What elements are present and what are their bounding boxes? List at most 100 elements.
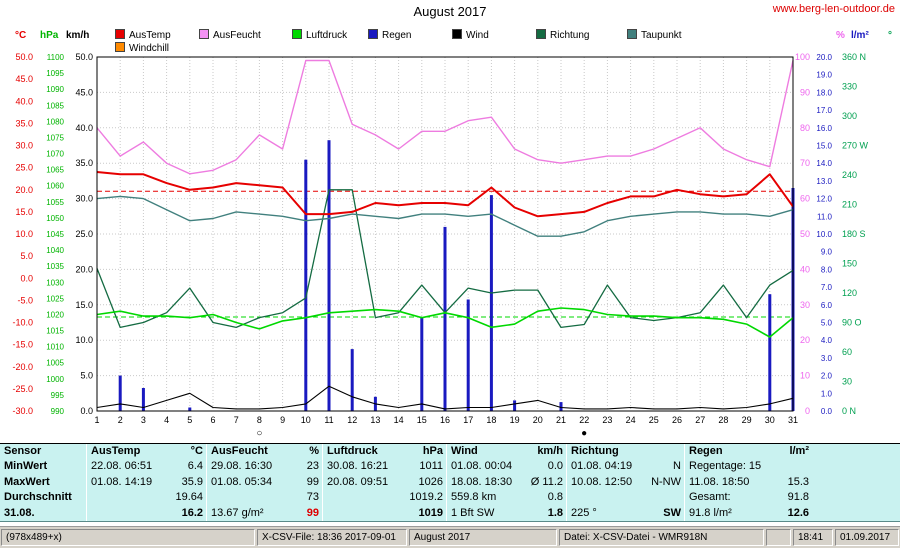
table-cell: 91.8 [787, 491, 809, 504]
svg-text:13: 13 [370, 415, 380, 425]
svg-text:31: 31 [788, 415, 798, 425]
svg-text:3: 3 [141, 415, 146, 425]
svg-text:20.0: 20.0 [15, 185, 33, 195]
legend-item-ausfeucht: AusFeucht [199, 29, 261, 41]
svg-text:1005: 1005 [46, 359, 64, 368]
statusbar-geometry: (978x489+x) [1, 529, 255, 546]
table-cell: MinWert [4, 460, 48, 473]
axis-unit-label: % [836, 30, 845, 41]
table-header-cell: hPa [422, 445, 443, 457]
svg-text:14.0: 14.0 [816, 159, 832, 168]
table-cell: 35.9 [181, 475, 203, 488]
svg-text:28: 28 [718, 415, 728, 425]
svg-text:7: 7 [234, 415, 239, 425]
table-cell: 01.08. 00:04 [446, 459, 526, 475]
table-cell: 99 [306, 475, 319, 488]
axis-unit-label: °C [15, 30, 27, 41]
svg-text:90: 90 [800, 87, 810, 97]
table-cell [644, 490, 684, 505]
svg-text:990: 990 [51, 407, 65, 416]
axis-unit-label: hPa [40, 30, 59, 41]
svg-text:10.0: 10.0 [15, 229, 33, 239]
table-cell: 1026 [418, 475, 443, 488]
svg-text:-5.0: -5.0 [17, 295, 33, 305]
chart-line-ausfeucht [96, 59, 794, 175]
legend-label: Taupunkt [641, 30, 682, 41]
chart-line-luftdruck [96, 307, 794, 338]
svg-text:5.0: 5.0 [80, 371, 93, 381]
table-cell: 29.08. 16:30 [206, 459, 288, 475]
table-cell: MaxWert [4, 475, 50, 488]
statusbar-spacer [766, 529, 791, 546]
legend-label: AusTemp [129, 30, 171, 41]
svg-text:4.0: 4.0 [821, 336, 833, 345]
legend-swatch-icon [199, 29, 209, 39]
svg-text:6: 6 [210, 415, 215, 425]
svg-text:0.0: 0.0 [80, 406, 93, 416]
svg-text:23: 23 [602, 415, 612, 425]
website-url: www.berg-len-outdoor.de [772, 3, 895, 15]
svg-text:240: 240 [842, 170, 857, 180]
table-cell: SW [663, 506, 681, 519]
svg-text:30: 30 [842, 377, 852, 387]
svg-text:15.0: 15.0 [816, 142, 832, 151]
svg-text:45.0: 45.0 [15, 74, 33, 84]
svg-text:-20.0: -20.0 [12, 362, 33, 372]
svg-text:10: 10 [800, 371, 810, 381]
table-header-cell: AusFeucht [206, 444, 288, 460]
svg-text:4: 4 [164, 415, 169, 425]
table-cell: 73 [306, 491, 319, 504]
legend-label: Wind [466, 30, 489, 41]
table-cell: N [673, 460, 681, 473]
table-cell: 99 [306, 506, 319, 519]
table-cell: 1 Bft SW [446, 505, 526, 521]
svg-text:45.0: 45.0 [75, 87, 93, 97]
table-cell: 18.08. 18:30 [446, 474, 526, 491]
svg-text:1050: 1050 [46, 214, 64, 223]
svg-text:19: 19 [510, 415, 520, 425]
svg-text:19.0: 19.0 [816, 71, 832, 80]
legend-item-regen: Regen [368, 29, 411, 41]
svg-text:1.0: 1.0 [821, 389, 833, 398]
svg-text:8: 8 [257, 415, 262, 425]
chart-line-austemp [96, 171, 794, 218]
svg-text:5.0: 5.0 [821, 319, 833, 328]
svg-text:2.0: 2.0 [821, 372, 833, 381]
table-cell: 01.08. 04:19 [566, 459, 644, 475]
legend-item-windchill: Windchill [115, 42, 169, 54]
chart-title: August 2017 [413, 4, 487, 19]
svg-text:15: 15 [417, 415, 427, 425]
svg-text:25.0: 25.0 [75, 229, 93, 239]
legend-item-austemp: AusTemp [115, 29, 171, 41]
svg-text:180 S: 180 S [842, 229, 866, 239]
legend-swatch-icon [115, 29, 125, 39]
table-cell: 1011 [419, 460, 443, 473]
svg-text:26: 26 [672, 415, 682, 425]
svg-text:35.0: 35.0 [75, 158, 93, 168]
svg-text:5: 5 [187, 415, 192, 425]
legend-swatch-icon [368, 29, 378, 39]
weather-chart: 50.045.040.035.030.025.020.015.010.05.00… [12, 52, 868, 439]
svg-text:11: 11 [324, 415, 333, 425]
svg-text:15.0: 15.0 [75, 300, 93, 310]
svg-text:360 N: 360 N [842, 52, 866, 62]
table-filler [812, 459, 900, 474]
svg-text:330: 330 [842, 82, 857, 92]
svg-text:1015: 1015 [46, 327, 64, 336]
svg-text:17: 17 [463, 415, 473, 425]
axis-unit-label: km/h [66, 30, 90, 41]
svg-text:30: 30 [800, 300, 810, 310]
svg-text:2: 2 [118, 415, 123, 425]
legend-swatch-icon [292, 29, 302, 39]
table-filler [812, 475, 900, 490]
table-cell: 10.08. 12:50 [566, 474, 644, 491]
svg-text:1075: 1075 [46, 134, 64, 143]
table-cell: 0.8 [547, 491, 563, 504]
svg-text:1065: 1065 [46, 166, 64, 175]
svg-text:0 N: 0 N [842, 406, 856, 416]
table-cell: Ø 11.2 [530, 475, 563, 488]
svg-text:1045: 1045 [46, 230, 64, 239]
svg-text:12: 12 [347, 415, 357, 425]
table-cell [322, 490, 402, 506]
